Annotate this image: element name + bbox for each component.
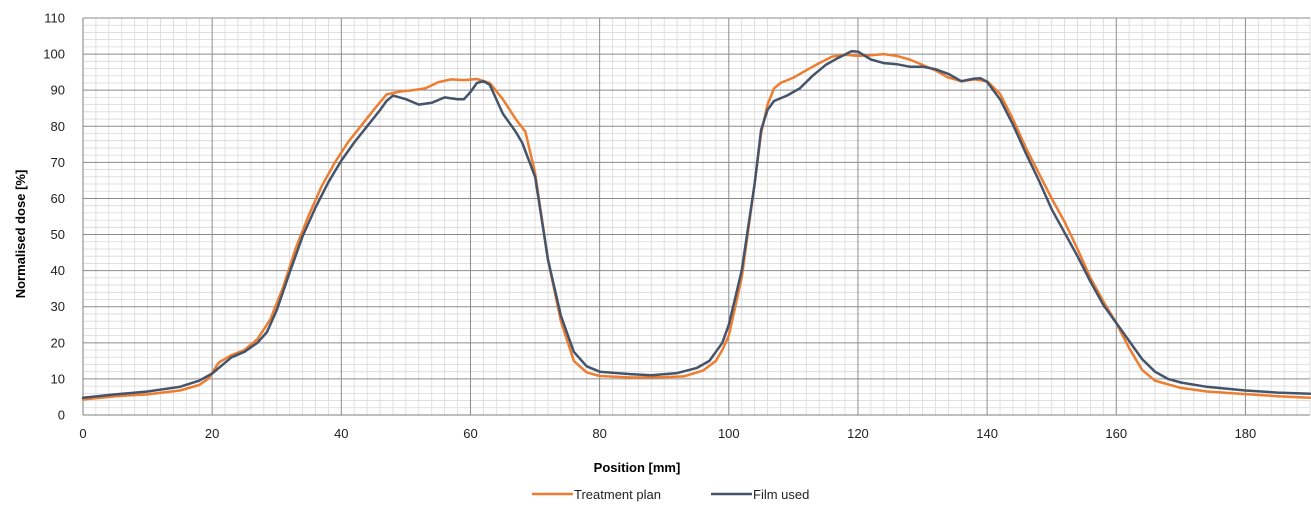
y-tick-label: 20 [51,335,65,350]
series-line-treatment-plan [81,52,1311,401]
y-tick-label: 40 [51,263,65,278]
x-tick-label: 100 [718,426,740,441]
x-tick-labels: 0 20 40 60 80 100 120 140 160 180 [79,426,1256,441]
y-tick-label: 90 [51,83,65,98]
x-tick-label: 120 [847,426,869,441]
x-tick-label: 140 [976,426,998,441]
legend-item-film-used: Film used [711,487,809,502]
y-tick-label: 100 [43,47,65,62]
x-tick-label: 40 [334,426,348,441]
x-tick-label: 60 [463,426,477,441]
y-tick-label: 50 [51,227,65,242]
x-tick-label: 80 [592,426,606,441]
y-tick-label: 10 [51,371,65,386]
minor-gridlines [83,18,1311,415]
legend-label-film-used: Film used [753,487,809,502]
y-tick-label: 30 [51,299,65,314]
x-tick-label: 20 [205,426,219,441]
legend: Treatment plan Film used [532,487,809,502]
series-lines [81,49,1311,401]
y-axis-title: Normalised dose [%] [13,170,28,299]
x-axis-title: Position [mm] [594,460,681,475]
y-tick-label: 60 [51,191,65,206]
legend-label-treatment-plan: Treatment plan [574,487,661,502]
y-tick-label: 80 [51,119,65,134]
y-tick-labels: 0 10 20 30 40 50 60 70 80 90 100 110 [43,11,65,423]
axes [82,18,1310,416]
y-tick-label: 70 [51,155,65,170]
x-tick-label: 180 [1235,426,1257,441]
y-tick-label: 0 [58,408,65,423]
x-tick-label: 160 [1105,426,1127,441]
y-tick-label: 110 [44,11,65,26]
major-gridlines [83,17,1310,415]
series-line-film-used [81,49,1311,399]
x-tick-label: 0 [79,426,86,441]
legend-item-treatment-plan: Treatment plan [532,487,661,502]
